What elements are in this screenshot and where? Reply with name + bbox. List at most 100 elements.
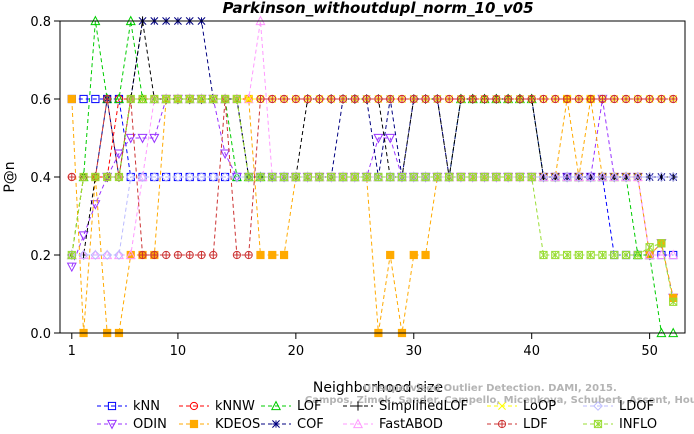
- legend-label-ldf: LDF: [523, 417, 548, 432]
- x-tick-label-30: 30: [406, 344, 423, 359]
- legend-label-kdeos: KDEOS: [215, 417, 260, 432]
- legend-item-ldof: LDOF: [583, 399, 654, 414]
- x-tick-label-50: 50: [641, 344, 658, 359]
- point-ldf-10: [173, 250, 183, 260]
- point-inflo-18: [268, 172, 277, 182]
- point-inflo-52: [669, 297, 678, 306]
- point-kdeos-18: [268, 250, 277, 260]
- point-inflo-9: [162, 94, 171, 104]
- point-ldof-28: [385, 172, 396, 182]
- point-inflo-35: [468, 172, 477, 182]
- legend-marker-lof: [270, 400, 282, 411]
- point-inflo-3: [91, 172, 100, 182]
- point-ldof-43: [562, 172, 572, 182]
- point-inflo-12: [197, 94, 206, 104]
- point-ldf-40: [527, 94, 536, 104]
- point-ldf-51: [657, 94, 666, 104]
- point-inflo-45: [586, 250, 595, 260]
- point-odin-7: [137, 133, 148, 144]
- legend-item-cof: COF: [261, 417, 324, 432]
- point-ldof-3: [90, 250, 101, 260]
- point-ldf-38: [504, 94, 513, 104]
- point-ldof-16: [243, 172, 254, 182]
- y-tick-label-0.2: 0.2: [30, 249, 51, 264]
- point-inflo-13: [209, 94, 218, 104]
- legend-marker-ldf: [497, 419, 507, 429]
- point-ldof-33: [444, 172, 455, 182]
- point-inflo-30: [409, 172, 418, 182]
- point-ldof-40: [526, 172, 537, 182]
- legend-item-odin: ODIN: [97, 417, 167, 432]
- legend-marker-fastabod: [352, 418, 364, 429]
- point-kdeos-19: [279, 250, 289, 260]
- point-ldf-25: [350, 94, 359, 104]
- legend-label-odin: ODIN: [133, 417, 167, 432]
- point-ldf-8: [150, 250, 159, 260]
- chart-title: Parkinson_withoutdupl_norm_10_v05: [222, 0, 533, 17]
- watermark-line-2: Campos, Zimek, Sander, Campello, Micenko…: [305, 395, 694, 406]
- y-tick-label-0.4: 0.4: [30, 171, 51, 186]
- point-ldf-42: [551, 94, 560, 104]
- point-inflo-44: [574, 250, 583, 260]
- point-inflo-49: [633, 250, 642, 260]
- point-kdeos-17: [256, 250, 265, 260]
- series-kdeos: [67, 94, 678, 338]
- point-ldof-10: [173, 172, 183, 182]
- point-inflo-31: [421, 172, 430, 182]
- point-inflo-33: [445, 172, 454, 182]
- point-ldof-52: [668, 172, 679, 182]
- point-inflo-20: [291, 172, 300, 182]
- point-inflo-51: [657, 239, 666, 248]
- series-line-ldf: [71, 98, 674, 256]
- point-ldof-41: [538, 172, 549, 182]
- point-ldf-13: [209, 250, 218, 260]
- point-inflo-32: [433, 172, 442, 182]
- legend-item-fastabod: FastABOD: [343, 417, 443, 432]
- point-odin-8: [149, 133, 160, 144]
- point-ldof-31: [420, 172, 431, 182]
- point-ldof-21: [302, 172, 313, 182]
- legend-label-knnw: kNNW: [215, 399, 255, 414]
- point-ldof-22: [314, 172, 325, 182]
- point-inflo-5: [114, 172, 124, 182]
- point-inflo-29: [397, 172, 407, 182]
- legend-marker-inflo: [593, 419, 603, 429]
- point-inflo-24: [338, 172, 348, 182]
- point-ldof-18: [267, 172, 278, 182]
- point-odin-14: [220, 149, 231, 160]
- legend-marker-cof: [272, 420, 280, 428]
- point-ldf-17: [256, 94, 265, 104]
- point-inflo-1: [67, 250, 76, 260]
- point-ldof-34: [456, 172, 466, 182]
- y-tick-label-0.8: 0.8: [30, 15, 51, 30]
- point-inflo-28: [386, 172, 395, 182]
- point-ldof-35: [467, 172, 478, 182]
- point-ldf-35: [468, 94, 477, 104]
- legend-marker-loop: [498, 402, 506, 410]
- point-inflo-42: [551, 250, 560, 260]
- point-ldf-46: [598, 94, 607, 104]
- point-ldof-39: [514, 172, 525, 182]
- point-ldof-50: [644, 172, 655, 182]
- point-ldof-20: [290, 172, 301, 182]
- x-tick-label-10: 10: [170, 344, 187, 359]
- y-axis-label: P@n: [2, 161, 18, 192]
- point-ldf-15: [232, 250, 241, 260]
- point-inflo-8: [150, 94, 159, 104]
- point-ldf-19: [279, 94, 289, 104]
- point-ldf-21: [303, 94, 312, 104]
- point-ldf-24: [338, 94, 348, 104]
- point-ldf-36: [480, 94, 489, 104]
- point-ldf-33: [445, 94, 454, 104]
- point-inflo-11: [185, 94, 194, 104]
- point-inflo-2: [79, 172, 88, 182]
- point-ldof-29: [397, 172, 407, 182]
- point-ldof-45: [585, 172, 596, 182]
- point-ldf-49: [633, 94, 642, 104]
- point-inflo-41: [539, 250, 548, 260]
- y-axis: 0.0 0.2 0.4 0.6 0.8: [30, 15, 60, 342]
- point-ldf-52: [669, 94, 678, 104]
- point-ldf-27: [374, 94, 383, 104]
- point-ldf-18: [268, 94, 277, 104]
